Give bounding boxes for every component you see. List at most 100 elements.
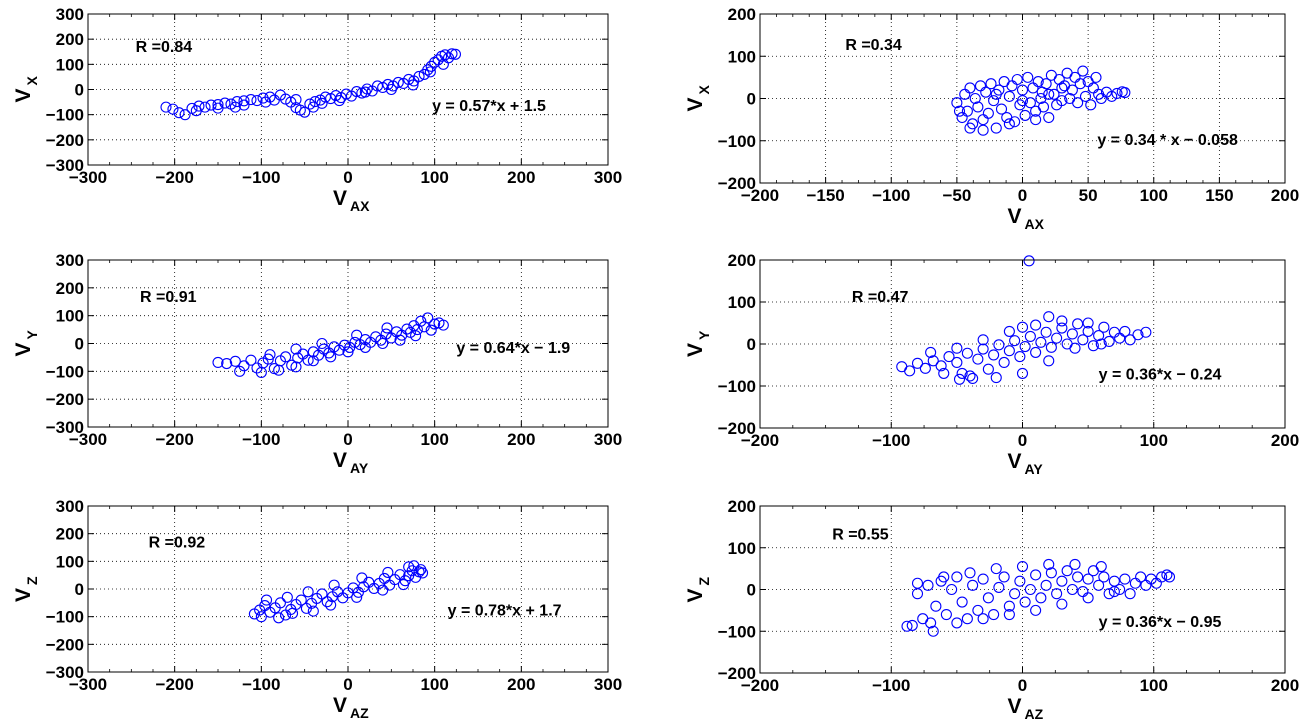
scatter-point bbox=[1077, 334, 1089, 346]
x-axis-label-subscript: AX bbox=[350, 198, 370, 214]
scatter-point bbox=[1040, 326, 1052, 338]
y-tick-label: −200 bbox=[46, 131, 84, 150]
scatter-point bbox=[1035, 336, 1047, 348]
scatter-point bbox=[911, 577, 924, 589]
scatter-point bbox=[1056, 598, 1068, 610]
scatter-point bbox=[1001, 111, 1013, 124]
y-tick-label: −100 bbox=[46, 362, 84, 381]
scatter-point bbox=[307, 355, 319, 367]
scatter-point bbox=[988, 349, 1000, 361]
scatter-point bbox=[906, 619, 918, 631]
scatter-point bbox=[212, 102, 224, 114]
scatter-point bbox=[307, 101, 319, 113]
scatter-point bbox=[1030, 569, 1042, 581]
scatter-point bbox=[340, 88, 352, 100]
scatter-point bbox=[1043, 355, 1055, 367]
scatter-point bbox=[953, 105, 966, 117]
scatter-point bbox=[990, 122, 1002, 134]
y-tick-label: −100 bbox=[718, 132, 756, 151]
scatter-point bbox=[964, 567, 976, 579]
y-axis-label-subscript: Y bbox=[24, 330, 40, 340]
y-tick-label: −200 bbox=[718, 419, 756, 438]
scatter-point bbox=[1016, 95, 1029, 107]
scatter-point bbox=[1098, 571, 1110, 583]
scatter-point bbox=[1085, 99, 1097, 111]
scatter-point bbox=[1009, 588, 1021, 600]
scatter-point bbox=[1045, 69, 1057, 81]
scatter-point bbox=[449, 48, 462, 60]
scatter-point bbox=[911, 357, 924, 369]
scatter-point bbox=[1019, 596, 1031, 608]
scatter-point bbox=[995, 103, 1008, 115]
x-tick-label: 200 bbox=[507, 168, 535, 187]
scatter-point bbox=[408, 560, 420, 572]
x-tick-label: 0 bbox=[1018, 431, 1027, 450]
scatter-point bbox=[245, 354, 257, 366]
scatter-point bbox=[1061, 67, 1073, 79]
x-tick-label: 50 bbox=[1079, 186, 1098, 205]
scatter-point bbox=[1032, 76, 1044, 88]
x-tick-label: 0 bbox=[1018, 186, 1027, 205]
scatter-point bbox=[917, 613, 929, 625]
x-tick-label: 200 bbox=[507, 675, 535, 694]
correlation-annotation: R =0.55 bbox=[832, 526, 889, 543]
scatter-point bbox=[990, 372, 1002, 384]
scatter-point bbox=[1124, 334, 1136, 346]
scatter-point bbox=[1108, 326, 1120, 338]
scatter-point bbox=[231, 96, 243, 108]
scatter-point bbox=[342, 346, 354, 358]
scatter-point bbox=[333, 95, 345, 107]
scatter-point bbox=[1003, 600, 1015, 612]
scatter-point bbox=[351, 329, 363, 341]
x-axis-label-subscript: AZ bbox=[350, 705, 369, 721]
scatter-point bbox=[993, 581, 1005, 593]
scatter-point bbox=[229, 101, 241, 113]
scatter-point bbox=[359, 86, 371, 98]
scatter-point bbox=[316, 337, 328, 350]
scatter-point bbox=[1011, 73, 1023, 86]
scatter-point bbox=[325, 599, 337, 611]
x-tick-label: −200 bbox=[741, 186, 779, 205]
scatter-point bbox=[407, 79, 419, 91]
scatter-point bbox=[264, 349, 276, 361]
x-tick-label: −200 bbox=[156, 430, 194, 449]
scatter-point bbox=[956, 111, 968, 124]
x-tick-label: 300 bbox=[594, 168, 622, 187]
scatter-point bbox=[179, 109, 191, 121]
correlation-annotation: R =0.91 bbox=[140, 289, 197, 306]
scatter-point bbox=[990, 563, 1002, 575]
scatter-point bbox=[1072, 318, 1084, 330]
x-tick-label: 0 bbox=[343, 430, 352, 449]
y-tick-label: 0 bbox=[747, 90, 756, 109]
scatter-point bbox=[1066, 84, 1078, 96]
scatter-point bbox=[302, 586, 314, 598]
scatter-point bbox=[1082, 592, 1094, 604]
x-axis-label-subscript: AZ bbox=[1025, 706, 1044, 722]
scatter-point bbox=[392, 76, 404, 89]
scatter-point bbox=[1056, 575, 1068, 587]
scatter-point bbox=[977, 124, 989, 136]
scatter-point bbox=[1087, 82, 1099, 94]
scatter-point bbox=[1016, 84, 1029, 96]
x-tick-label: −100 bbox=[872, 676, 910, 695]
scatter-point bbox=[273, 612, 285, 624]
scatter-point bbox=[1014, 575, 1026, 587]
scatter-point bbox=[1003, 608, 1015, 621]
x-axis-label-subscript: AX bbox=[1025, 216, 1045, 232]
y-tick-label: 200 bbox=[728, 5, 756, 24]
scatter-point bbox=[437, 58, 449, 70]
y-tick-label: 200 bbox=[728, 497, 756, 516]
scatter-point bbox=[384, 579, 396, 591]
scatter-point bbox=[290, 343, 302, 355]
y-tick-label: −200 bbox=[46, 635, 84, 654]
scatter-point bbox=[946, 583, 958, 596]
scatter-point bbox=[1093, 330, 1105, 342]
scatter-point bbox=[927, 625, 939, 637]
y-tick-label: −100 bbox=[718, 622, 756, 641]
scatter-point bbox=[1030, 346, 1042, 358]
scatter-point bbox=[160, 101, 172, 113]
y-axis-label: V bbox=[684, 588, 707, 602]
scatter-point bbox=[167, 103, 179, 115]
scatter-point bbox=[1061, 338, 1073, 350]
